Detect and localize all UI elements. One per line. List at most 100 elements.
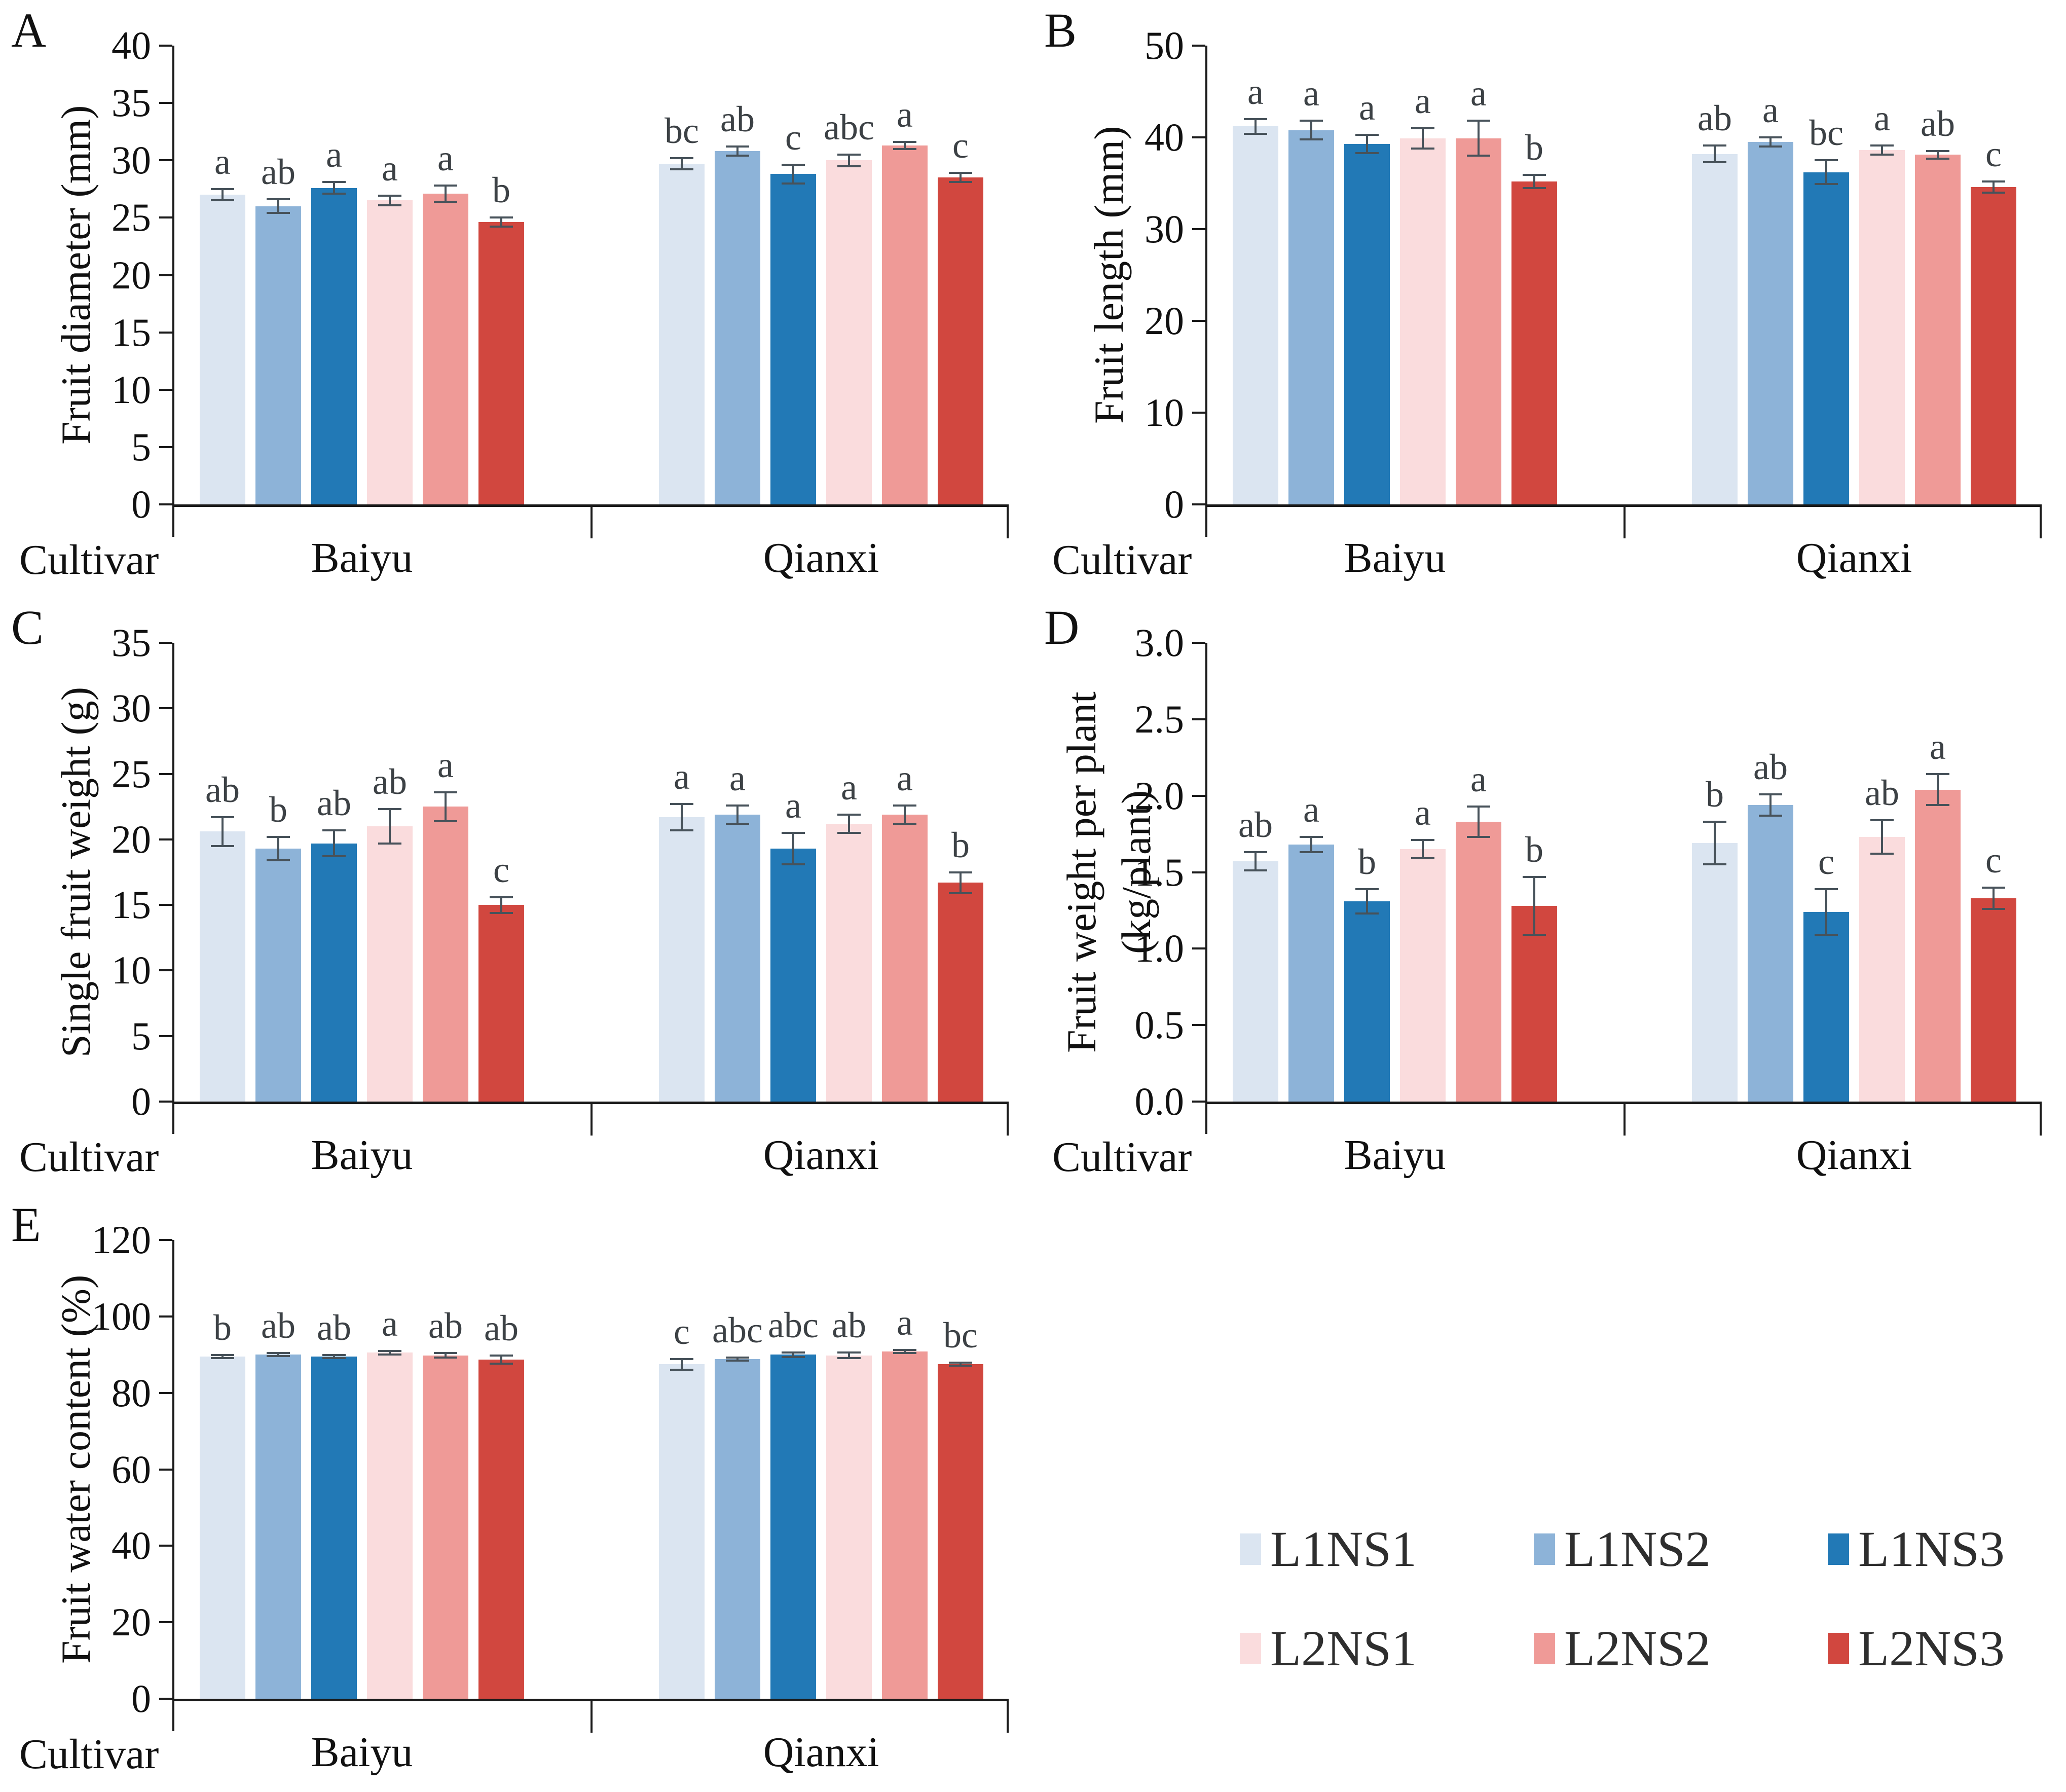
y-axis [1205, 46, 1207, 537]
error-bar [736, 805, 739, 824]
x-axis [172, 504, 1009, 507]
bar-slot: ab [311, 643, 357, 1102]
bar-slot: c [1971, 46, 2016, 504]
y-tick-label: 2.5 [1134, 697, 1185, 741]
legend-label: L2NS1 [1270, 1620, 1417, 1676]
error-bar-cap [670, 168, 693, 171]
error-bar [1937, 151, 1939, 159]
bar-group-Qianxi: c abc abc ab a bc [659, 1240, 983, 1699]
bar-group-Qianxi: b ab c ab a c [1692, 643, 2016, 1102]
x-boundary-tick [1624, 1104, 1626, 1136]
x-axis-caption: Cultivar [19, 536, 159, 583]
bar-L2NS1 [1859, 837, 1905, 1102]
error-bar-cap [322, 829, 346, 831]
error-bar-cap [1467, 120, 1490, 122]
error-bar-cap [1244, 118, 1267, 120]
error-bar-cap [490, 1363, 513, 1365]
bar-L2NS3 [1971, 898, 2016, 1102]
error-bar-cap [490, 896, 513, 898]
legend-swatch-L1NS2 [1534, 1533, 1555, 1565]
error-bar [445, 186, 447, 202]
legend-label: L2NS2 [1564, 1620, 1711, 1676]
error-bar-cap [949, 181, 972, 184]
y-tick-label: 1.0 [1134, 926, 1185, 971]
error-bar-cap [1523, 875, 1546, 878]
error-bar-cap [893, 1352, 916, 1355]
plot-area: ab a b a a b b ab c ab a c [1207, 643, 2042, 1102]
error-bar-cap [1355, 912, 1379, 915]
bar-L1NS3 [311, 188, 357, 504]
error-bar [960, 1363, 962, 1366]
error-bar-cap [1815, 159, 1838, 162]
y-tick [1192, 794, 1205, 797]
bar-slot: b [938, 643, 983, 1102]
y-tick-label: 25 [112, 195, 151, 240]
error-bar [1310, 121, 1312, 139]
significance-letter: ab [428, 1305, 463, 1346]
significance-letter: a [326, 134, 342, 175]
bar-L1NS3 [1344, 143, 1390, 504]
y-tick-label: 25 [112, 751, 151, 796]
bar-slot: ab [1233, 643, 1278, 1102]
significance-letter: a [1470, 758, 1487, 799]
bar-L1NS1 [659, 164, 705, 504]
bar-slot: a [770, 643, 816, 1102]
bar-L2NS1 [367, 200, 413, 504]
error-bar [277, 836, 279, 861]
bar-slot: a [1344, 46, 1390, 504]
error-bar [445, 792, 447, 821]
significance-letter: c [674, 1311, 690, 1352]
group-label-Qianxi: Qianxi [763, 1131, 879, 1179]
bar-L2NS2 [882, 814, 928, 1102]
bar-L1NS3 [311, 843, 357, 1102]
bar-slot: ab [1692, 46, 1738, 504]
y-tick [1192, 718, 1205, 720]
significance-letter: abc [768, 1304, 819, 1345]
bar-L1NS1 [200, 831, 245, 1102]
error-bar-cap [378, 1350, 401, 1352]
group-label-Qianxi: Qianxi [763, 534, 879, 581]
error-bar-cap [782, 1351, 805, 1354]
group-label-Baiyu: Baiyu [311, 534, 413, 581]
legend-swatch-L1NS1 [1240, 1533, 1261, 1565]
significance-letter: b [492, 170, 510, 211]
error-bar-cap [837, 1357, 861, 1360]
error-bar-cap [434, 200, 457, 203]
error-bar [1366, 889, 1368, 913]
error-bar [848, 154, 850, 166]
y-tick [159, 1101, 172, 1103]
error-bar [1993, 181, 1995, 193]
error-bar [1478, 806, 1480, 837]
y-tick [1192, 871, 1205, 873]
error-bar-cap [670, 157, 693, 159]
legend-item: L2NS2 [1534, 1623, 1828, 1674]
y-tick-label: 40 [112, 1523, 151, 1568]
significance-letter: ab [205, 769, 240, 810]
bar-L2NS1 [826, 160, 872, 504]
error-bar-cap [1300, 120, 1323, 122]
significance-letter: c [785, 117, 801, 158]
y-tick [159, 331, 172, 334]
error-bar [1310, 837, 1312, 853]
bar-L2NS3 [938, 883, 983, 1102]
y-tick-label: 5 [131, 1013, 151, 1058]
error-bar-cap [378, 204, 401, 206]
panel-letter: A [11, 3, 47, 57]
error-bar-cap [267, 1352, 290, 1355]
error-bar-cap [1703, 161, 1726, 163]
error-bar-cap [1926, 803, 1949, 806]
bar-L1NS2 [1288, 845, 1334, 1102]
legend-item: L1NS1 [1240, 1524, 1534, 1575]
bar-slot: c [1803, 643, 1849, 1102]
y-tick-label: 20 [112, 1600, 151, 1644]
y-tick [159, 969, 172, 972]
significance-letter: b [1525, 127, 1543, 168]
error-bar-cap [211, 845, 234, 847]
error-bar-cap [726, 822, 749, 825]
bar-slot: ab [367, 643, 413, 1102]
error-bar-cap [1982, 180, 2005, 182]
significance-letter: a [1303, 73, 1319, 114]
bar-L2NS2 [1456, 138, 1501, 504]
error-bar [1825, 889, 1827, 935]
error-bar [1825, 160, 1827, 185]
